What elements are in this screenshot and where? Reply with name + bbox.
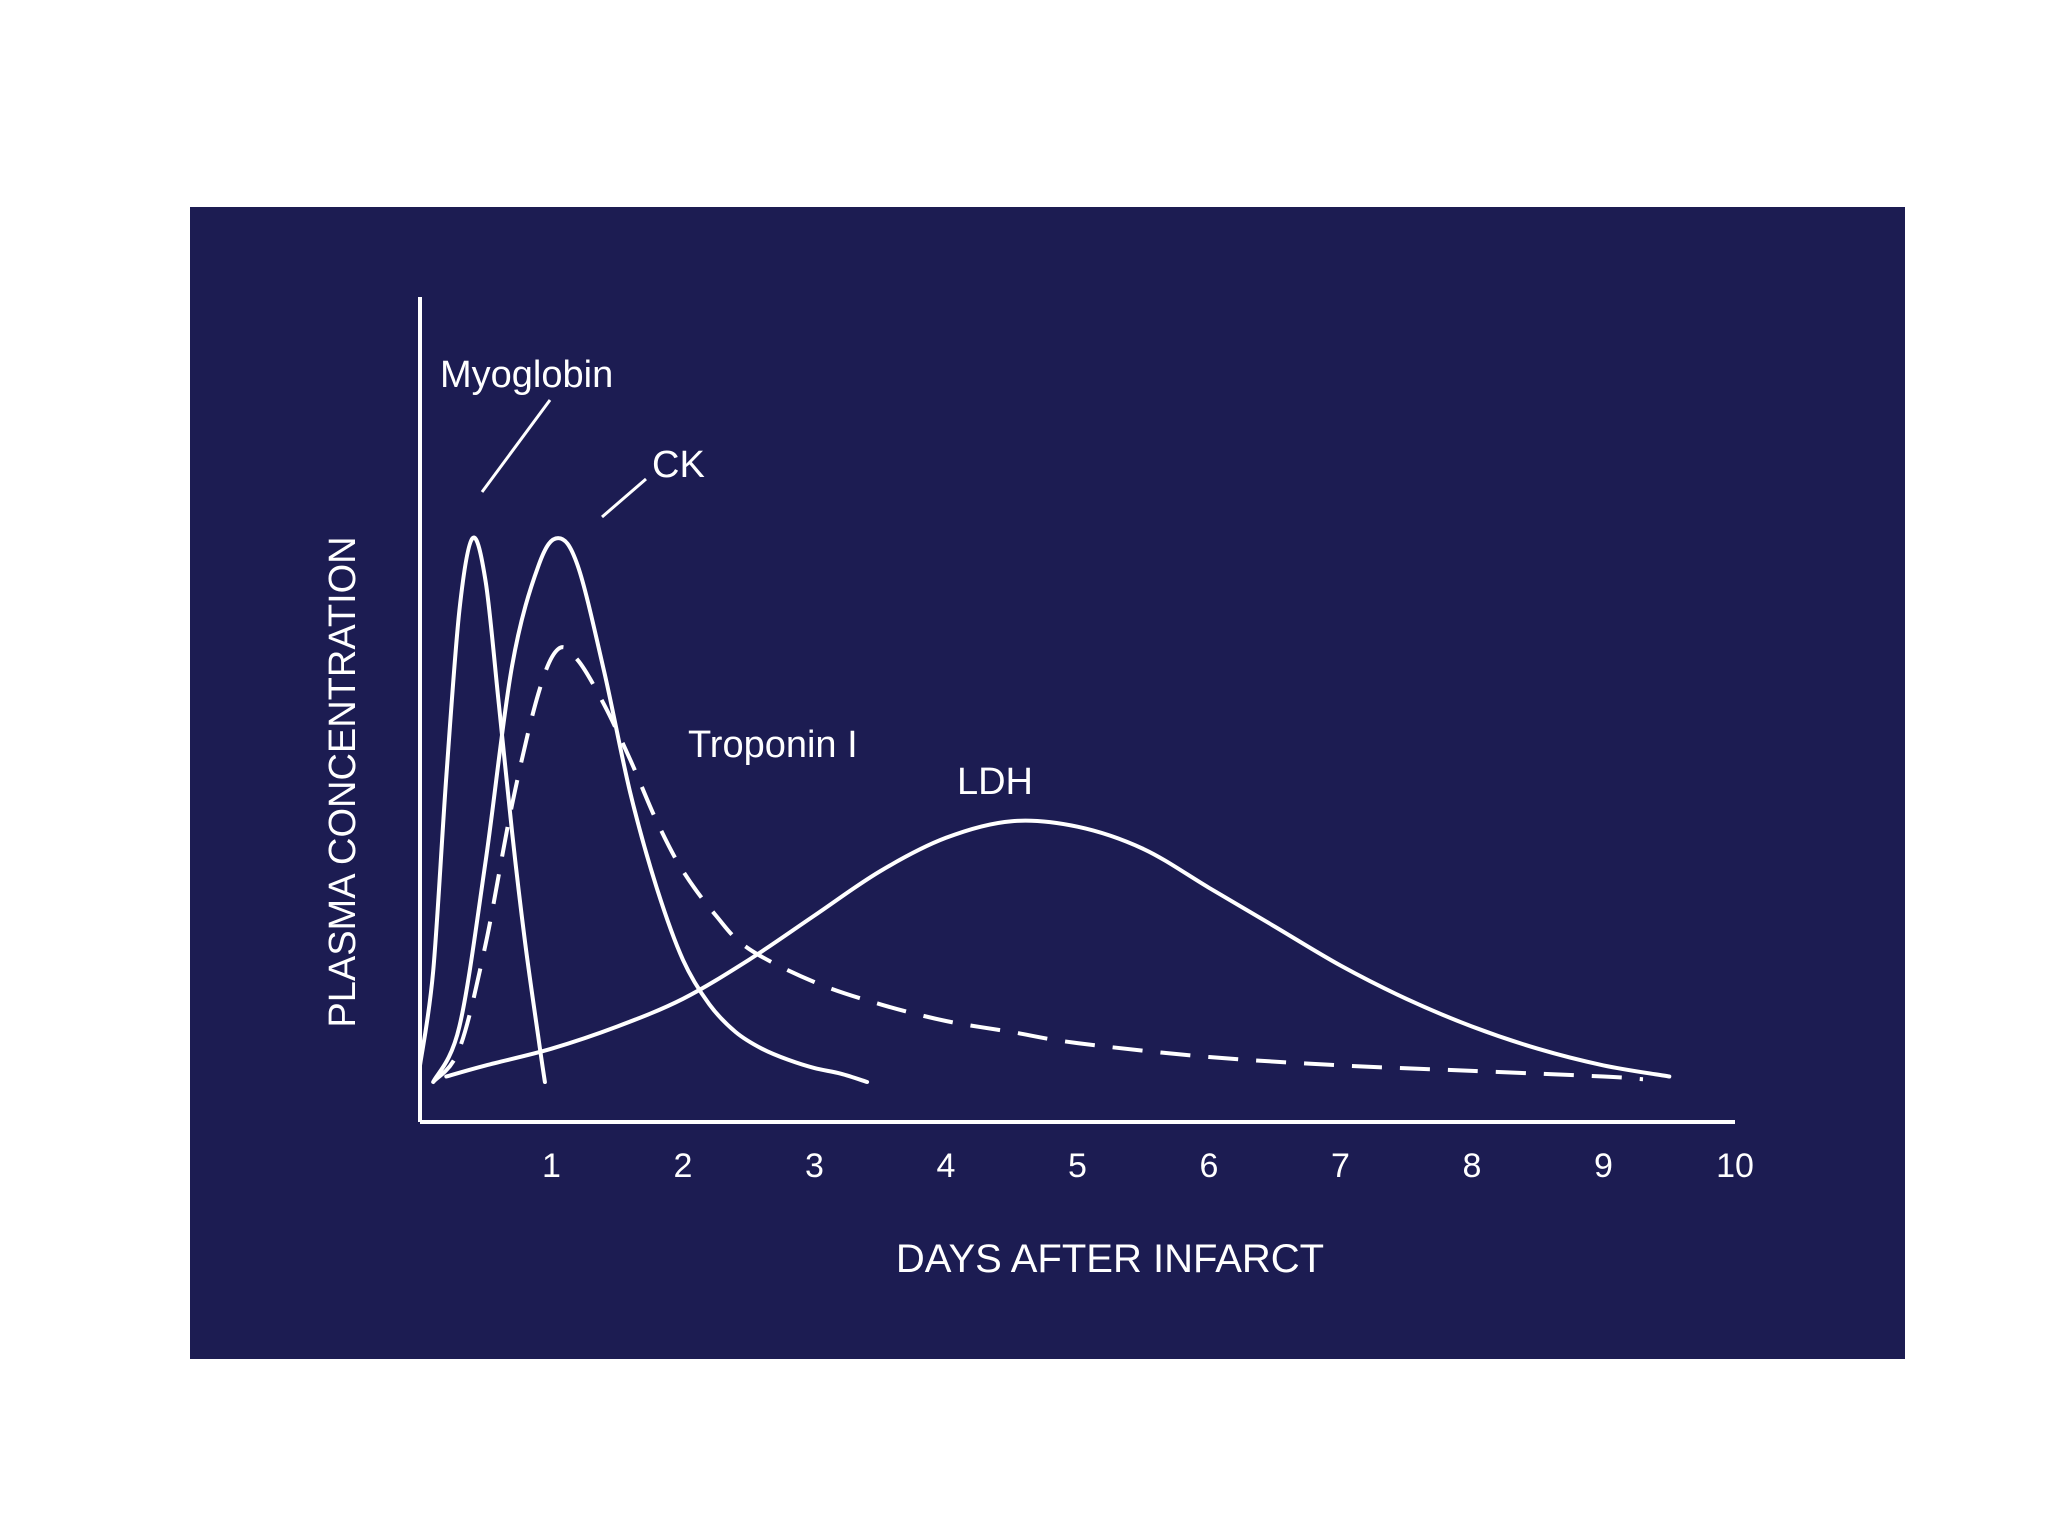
y-axis-label: PLASMA CONCENTRATION bbox=[322, 536, 364, 1027]
series-line-ck bbox=[431, 536, 870, 1084]
x-axis-label: DAYS AFTER INFARCT bbox=[896, 1237, 1324, 1281]
series-line-troponin-i bbox=[431, 645, 1644, 1084]
series-line-ldh bbox=[444, 818, 1672, 1079]
series-layer bbox=[418, 535, 1672, 1084]
annotation-ck: CK bbox=[652, 444, 705, 486]
chart-panel: 1 2 3 4 5 6 7 8 9 10 Myoglobin CK Troponin I LDH DAY… bbox=[190, 207, 1905, 1359]
series-line-myoglobin bbox=[418, 535, 547, 1084]
x-tick-labels: 1 2 3 4 5 6 7 8 9 10 bbox=[542, 1147, 1754, 1185]
x-tick-label-3: 3 bbox=[805, 1147, 824, 1185]
x-tick-label-1: 1 bbox=[542, 1147, 561, 1185]
annotation-troponin-i: Troponin I bbox=[688, 724, 858, 766]
leader-line-myoglobin bbox=[480, 399, 552, 493]
x-tick-label-7: 7 bbox=[1331, 1147, 1350, 1185]
annotation-myoglobin: Myoglobin bbox=[440, 354, 613, 396]
axes bbox=[418, 297, 1735, 1124]
x-tick-label-6: 6 bbox=[1200, 1147, 1219, 1185]
x-tick-label-4: 4 bbox=[937, 1147, 956, 1185]
line-chart: 1 2 3 4 5 6 7 8 9 10 Myoglobin CK Troponin I LDH DAY… bbox=[322, 297, 1754, 1281]
leader-line-ck bbox=[601, 477, 647, 519]
annotations: Myoglobin CK Troponin I LDH bbox=[440, 354, 1033, 803]
x-tick-label-8: 8 bbox=[1463, 1147, 1482, 1185]
x-tick-label-10: 10 bbox=[1716, 1147, 1754, 1185]
x-tick-label-9: 9 bbox=[1594, 1147, 1613, 1185]
x-tick-label-5: 5 bbox=[1068, 1147, 1087, 1185]
annotation-ldh: LDH bbox=[957, 761, 1033, 803]
x-tick-label-2: 2 bbox=[674, 1147, 693, 1185]
